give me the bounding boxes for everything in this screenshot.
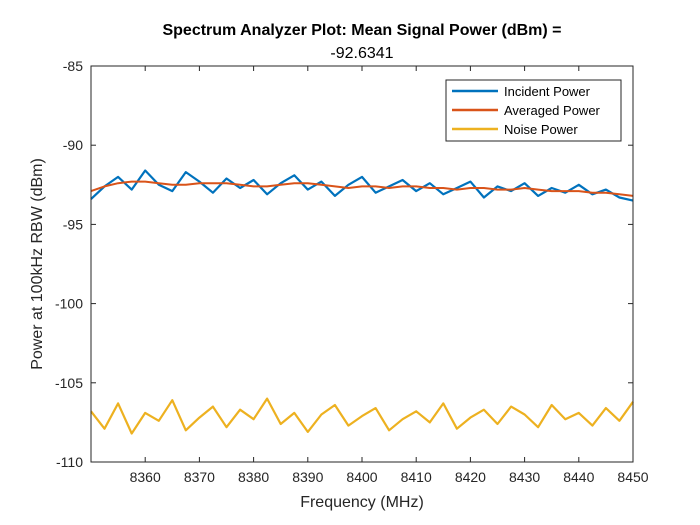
x-axis-label: Frequency (MHz) [300, 494, 424, 511]
series-line-incident-power [90, 169, 634, 202]
y-tick-label: -110 [56, 454, 83, 470]
y-tick-label: -85 [63, 58, 83, 74]
y-tick-label: -105 [55, 375, 83, 391]
x-tick-label: 8450 [617, 469, 648, 485]
x-tick-label: 8420 [455, 469, 486, 485]
x-tick-label: 8410 [401, 469, 432, 485]
x-tick-label: 8440 [563, 469, 594, 485]
y-axis-label: Power at 100kHz RBW (dBm) [29, 158, 46, 370]
ticks-layer: 8360 8370 8380 8390 8400 8410 8420 8430 8440 8450… [55, 58, 649, 485]
series-line-noise-power [90, 397, 634, 435]
y-tick-label: -100 [55, 296, 83, 312]
legend-label-noise: Noise Power [504, 122, 578, 137]
legend: Incident Power Averaged Power Noise Powe… [445, 79, 622, 142]
series-line-averaged-power [90, 180, 634, 197]
x-tick-label: 8370 [184, 469, 215, 485]
x-tick-label: 8390 [292, 469, 323, 485]
x-tick-label: 8400 [346, 469, 377, 485]
y-tick-label: -90 [63, 137, 83, 153]
chart-subtitle: -92.6341 [330, 45, 393, 62]
series-layer [90, 169, 634, 435]
legend-label-averaged: Averaged Power [504, 103, 601, 118]
x-tick-label: 8430 [509, 469, 540, 485]
y-tick-label: -95 [63, 216, 83, 232]
chart-title: Spectrum Analyzer Plot: Mean Signal Powe… [162, 22, 561, 39]
x-tick-label: 8360 [130, 469, 161, 485]
plot-frame [90, 65, 634, 463]
x-tick-label: 8380 [238, 469, 269, 485]
legend-label-incident: Incident Power [504, 84, 591, 99]
